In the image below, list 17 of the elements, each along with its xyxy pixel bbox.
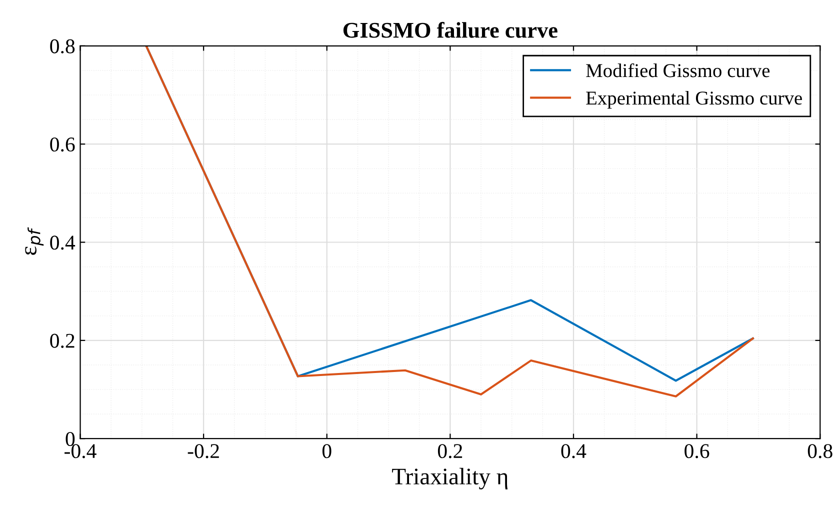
y-tick-label: 0.8	[50, 39, 75, 54]
y-tick-label: 0	[66, 432, 75, 446]
x-axis-title: Triaxiality η	[392, 468, 508, 490]
x-tick-label: -0.4	[64, 444, 96, 458]
y-tick-label: 0.6	[50, 137, 75, 152]
legend-label: Experimental Gissmo curve	[586, 90, 802, 109]
x-tick-label: 0.4	[561, 444, 586, 458]
legend-label: Modified Gissmo curve	[586, 63, 770, 78]
x-tick-label: 0.2	[438, 444, 462, 458]
x-tick-label: -0.2	[188, 444, 219, 458]
y-tick-label: 0.2	[50, 334, 74, 348]
y-tick-label: 0.4	[50, 236, 76, 250]
x-tick-label: 0.8	[808, 444, 832, 458]
chart-title: GISSMO failure curve	[343, 22, 558, 38]
y-axis-title: ε$_{pf}$	[25, 227, 44, 255]
x-tick-label: 0	[322, 444, 332, 458]
x-tick-label: 0.6	[684, 444, 710, 458]
